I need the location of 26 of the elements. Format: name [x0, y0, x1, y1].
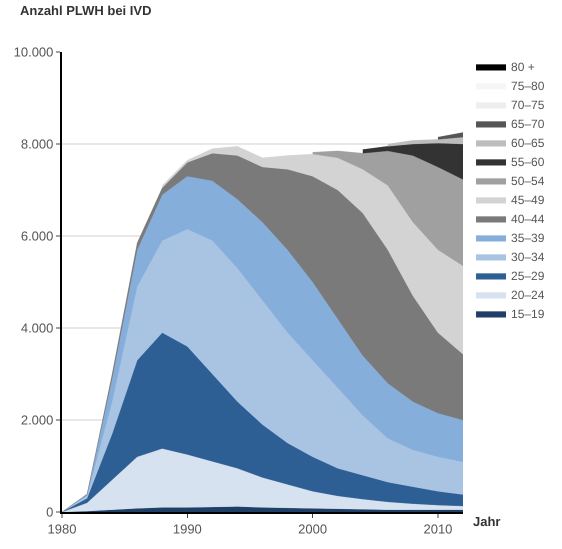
- legend-label: 75–80: [511, 79, 545, 94]
- y-axis-title: Anzahl PLWH bei IVD: [20, 3, 152, 18]
- legend-label: 55–60: [511, 155, 545, 170]
- y-tick-label: 8.000: [20, 136, 54, 152]
- y-tick-label: 6.000: [20, 228, 54, 244]
- legend-label: 80 +: [511, 60, 535, 74]
- y-tick-label: 10.000: [14, 44, 54, 60]
- legend-label: 40–44: [511, 212, 545, 226]
- legend-label: 35–39: [511, 231, 545, 246]
- legend-label: 45–49: [511, 193, 545, 208]
- y-tick-label: 0: [46, 504, 54, 520]
- x-axis-title: Jahr: [473, 514, 500, 529]
- legend-label: 50–54: [511, 174, 545, 188]
- y-tick-label: 2.000: [20, 412, 54, 428]
- legend-label: 20–24: [511, 288, 545, 302]
- legend-label: 70–75: [511, 98, 545, 112]
- legend-label: 15–19: [511, 307, 545, 322]
- x-tick-label: 2000: [298, 522, 328, 537]
- legend-label: 30–34: [511, 250, 545, 264]
- legend-label: 60–65: [511, 136, 545, 150]
- legend-label: 65–70: [511, 117, 545, 132]
- x-tick-label: 1980: [48, 522, 76, 537]
- y-tick-label: 4.000: [20, 320, 54, 336]
- legend-label: 25–29: [511, 269, 545, 284]
- x-tick-label: 1990: [172, 522, 202, 537]
- x-tick-label: 2010: [423, 522, 452, 537]
